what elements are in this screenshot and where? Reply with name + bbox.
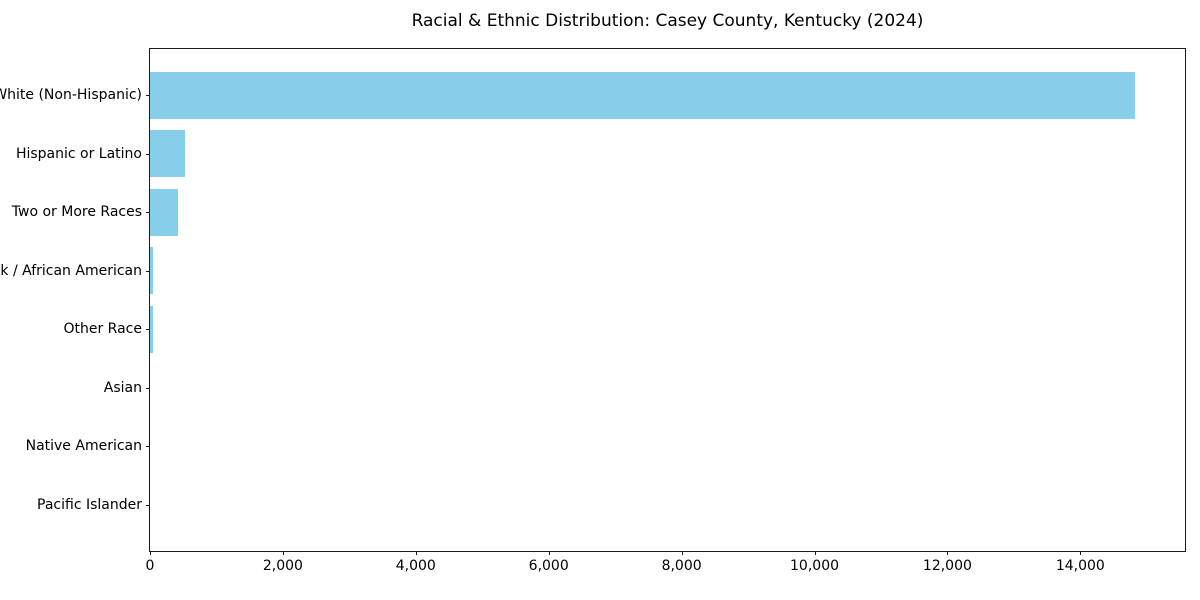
y-tick-label: Pacific Islander bbox=[37, 496, 142, 513]
y-tick-label: Asian bbox=[103, 379, 142, 396]
x-tick-label: 2,000 bbox=[262, 558, 303, 574]
x-tick-label: 6,000 bbox=[528, 558, 569, 574]
y-axis-tick bbox=[146, 153, 150, 155]
bar bbox=[150, 247, 154, 295]
x-axis-tick bbox=[947, 551, 949, 555]
y-tick-label: Hispanic or Latino bbox=[15, 145, 142, 162]
y-axis-tick bbox=[146, 504, 150, 506]
x-axis-tick bbox=[282, 551, 284, 555]
y-axis-tick bbox=[146, 446, 150, 448]
y-tick-label: White (Non-Hispanic) bbox=[0, 87, 142, 104]
x-tick-label: 8,000 bbox=[661, 558, 702, 574]
x-tick-label: 4,000 bbox=[395, 558, 436, 574]
x-tick-label: 12,000 bbox=[922, 558, 972, 574]
x-tick-label: 14,000 bbox=[1055, 558, 1105, 574]
bar bbox=[150, 305, 153, 353]
x-axis-tick bbox=[415, 551, 417, 555]
y-tick-label: Other Race bbox=[63, 321, 142, 338]
x-axis-tick bbox=[548, 551, 550, 555]
bar bbox=[150, 188, 178, 236]
bar bbox=[150, 71, 1136, 119]
y-axis-tick bbox=[146, 212, 150, 214]
y-tick-label: Black / African American bbox=[0, 262, 142, 279]
x-axis-tick bbox=[1080, 551, 1082, 555]
bar bbox=[150, 130, 186, 178]
x-axis-tick bbox=[814, 551, 816, 555]
x-tick-label: 0 bbox=[145, 558, 155, 574]
y-tick-label: Two or More Races bbox=[11, 204, 142, 221]
x-tick-label: 10,000 bbox=[790, 558, 840, 574]
chart-title: Racial & Ethnic Distribution: Casey Coun… bbox=[411, 11, 924, 31]
x-axis-tick bbox=[150, 551, 151, 555]
y-tick-label: Native American bbox=[25, 438, 142, 455]
y-axis-tick bbox=[146, 95, 150, 97]
y-axis-tick bbox=[146, 329, 150, 331]
y-axis-tick bbox=[146, 270, 150, 272]
plot-area: White (Non-Hispanic) Hispanic or Latino Tw… bbox=[0, 48, 1186, 574]
y-axis-tick bbox=[146, 387, 150, 389]
x-axis-tick bbox=[681, 551, 683, 555]
